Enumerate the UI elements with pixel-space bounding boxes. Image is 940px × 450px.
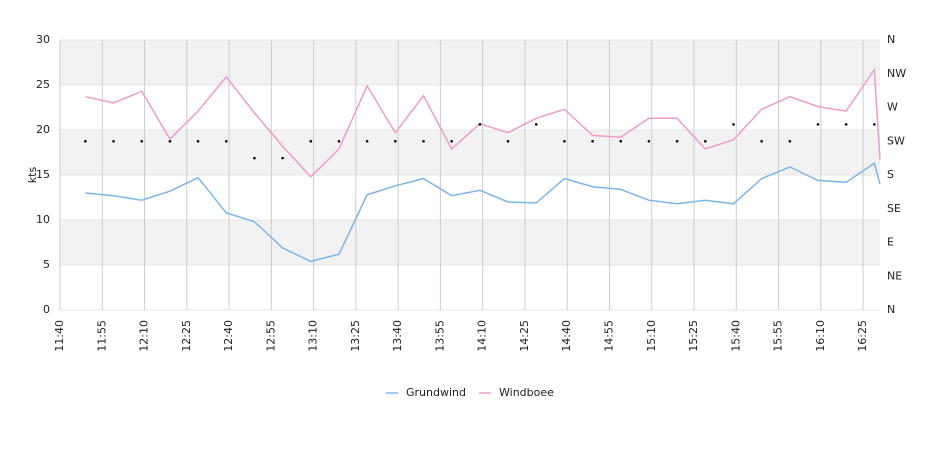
direction-dot: [450, 139, 453, 143]
direction-dot: [281, 156, 284, 160]
y-tick-label: 15: [36, 168, 50, 181]
x-tick-label: 14:25: [518, 320, 531, 352]
x-tick-label: 14:10: [476, 320, 489, 352]
direction-dot: [563, 139, 566, 143]
x-tick-label: 16:10: [814, 320, 827, 352]
direction-dot: [647, 139, 651, 143]
series-line: [85, 162, 881, 263]
direction-dot: [506, 139, 510, 143]
direction-dot: [873, 123, 876, 126]
x-tick-label: 12:25: [180, 320, 193, 352]
y-tick-label: 10: [36, 213, 50, 226]
direction-dot: [84, 139, 87, 143]
y2-tick-label: S: [887, 168, 894, 181]
x-tick-label: 14:40: [560, 320, 573, 352]
y2-tick-label: NW: [887, 67, 906, 80]
grid-band: [60, 40, 880, 85]
y2-tick-label: N: [887, 33, 895, 46]
direction-dot: [478, 123, 482, 126]
x-tick-label: 15:25: [687, 320, 700, 352]
x-tick-label: 11:55: [95, 320, 108, 352]
x-tick-label: 13:40: [391, 320, 404, 352]
direction-dot: [619, 139, 623, 143]
x-tick-label: 15:40: [729, 320, 742, 352]
direction-dot: [816, 123, 820, 126]
y-tick-label: 5: [43, 258, 50, 271]
legend-label: Grundwind: [406, 386, 466, 399]
y-tick-label: 20: [36, 123, 50, 136]
direction-dot: [591, 139, 594, 143]
x-tick-label: 13:10: [307, 320, 320, 352]
direction-dot: [365, 139, 369, 143]
direction-dot: [422, 139, 425, 143]
y-tick-label: 0: [43, 303, 50, 316]
direction-dot: [337, 139, 341, 143]
direction-dot: [168, 139, 172, 143]
direction-dot: [760, 139, 763, 143]
direction-dot: [196, 139, 200, 143]
y-axis-label: kts: [26, 167, 39, 184]
y2-tick-label: NE: [887, 269, 902, 282]
y2-tick-label: N: [887, 303, 895, 316]
direction-dot: [732, 123, 735, 126]
y2-tick-label: E: [887, 236, 894, 249]
x-tick-label: 12:10: [138, 320, 151, 352]
direction-dot: [140, 139, 144, 143]
series-line: [85, 67, 881, 178]
x-tick-label: 15:55: [772, 320, 785, 352]
legend-label: Windboee: [499, 386, 554, 399]
y-tick-label: 30: [36, 33, 50, 46]
x-tick-label: 13:55: [433, 320, 446, 352]
x-tick-label: 16:25: [856, 320, 869, 352]
direction-dot: [309, 139, 313, 143]
y2-tick-label: SE: [887, 202, 901, 215]
x-tick-label: 13:25: [349, 320, 362, 352]
x-tick-label: 11:40: [53, 320, 66, 352]
x-tick-label: 12:40: [222, 320, 235, 352]
y2-tick-label: W: [887, 101, 898, 114]
direction-dot: [112, 139, 115, 143]
x-tick-label: 12:55: [264, 320, 277, 352]
direction-dot: [394, 139, 397, 143]
grid-band: [60, 130, 880, 175]
direction-dot: [788, 139, 792, 143]
direction-dot: [844, 123, 848, 126]
y-tick-label: 25: [36, 78, 50, 91]
y2-tick-label: SW: [887, 134, 905, 147]
x-tick-label: 15:10: [645, 320, 658, 352]
direction-dot: [703, 139, 707, 143]
direction-dot: [253, 156, 256, 160]
grid-band: [60, 220, 880, 265]
x-tick-label: 14:55: [602, 320, 615, 352]
direction-dot: [224, 139, 228, 143]
direction-dot: [534, 123, 538, 126]
direction-dot: [675, 139, 679, 143]
